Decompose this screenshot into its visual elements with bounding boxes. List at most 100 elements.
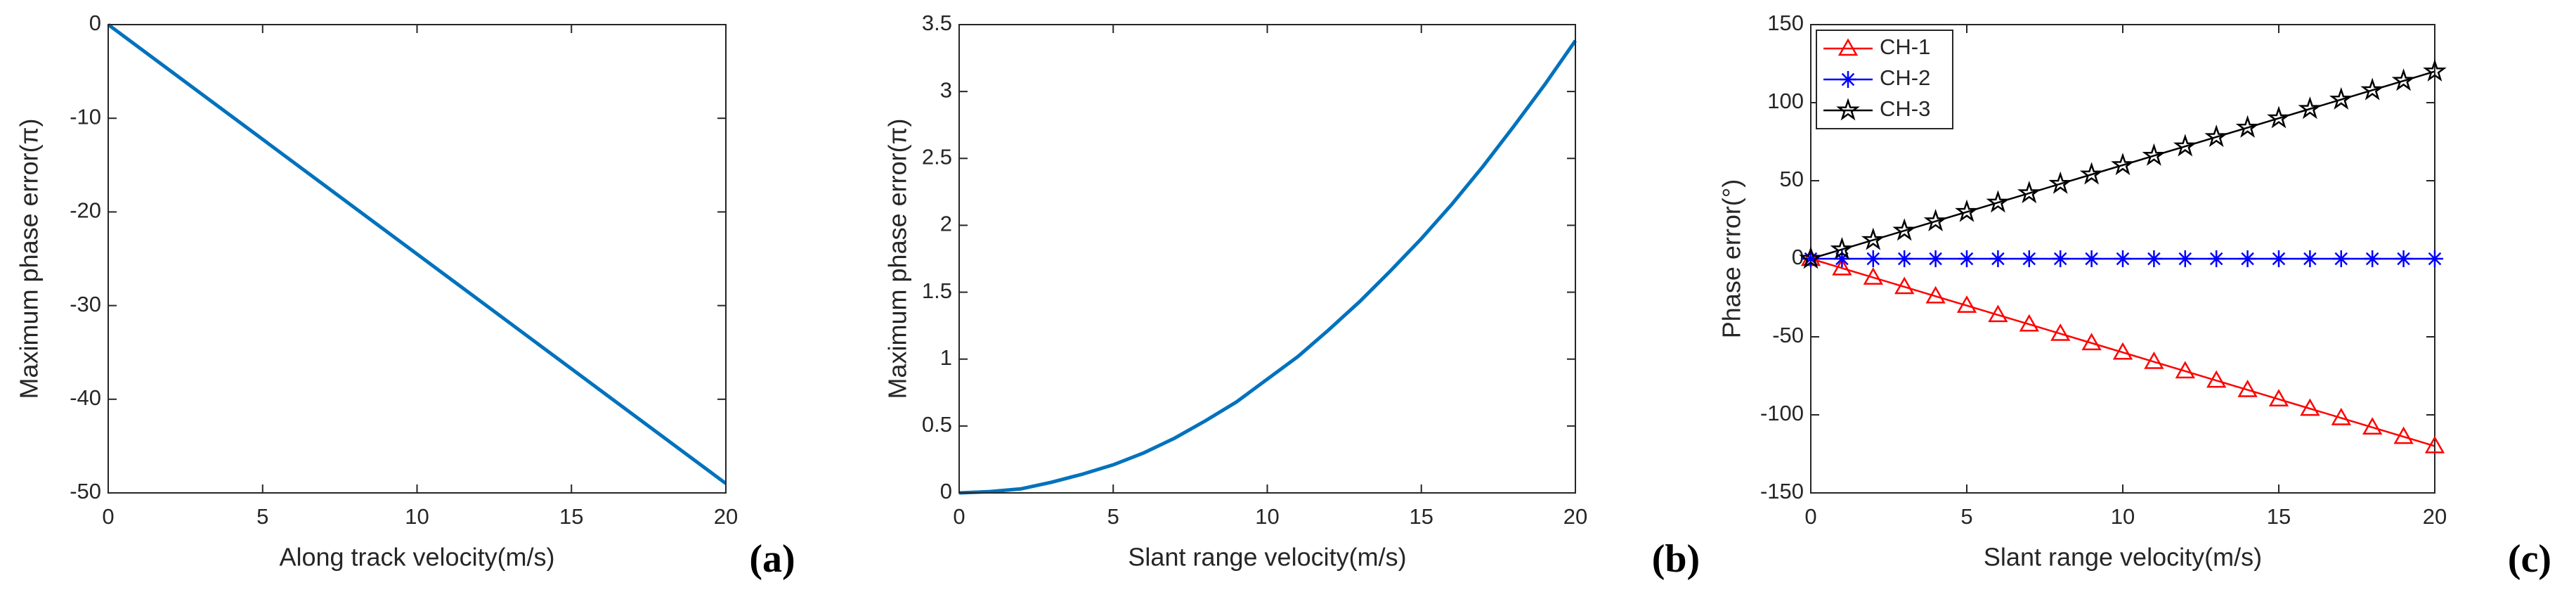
y-tick-label: -100: [1760, 401, 1804, 425]
marker: [1892, 218, 1917, 241]
legend-label: CH-2: [1880, 65, 1930, 90]
marker: [2081, 333, 2102, 351]
marker: [2329, 86, 2353, 110]
marker: [2114, 250, 2131, 267]
plot-area: [959, 25, 1575, 493]
marker: [1958, 250, 1975, 267]
legend: CH-1 CH-2 CH-3: [1816, 30, 1953, 129]
marker: [1833, 250, 1851, 267]
x-tick-label: 5: [1960, 504, 1972, 529]
y-axis-label: Phase error(°): [1717, 179, 1746, 338]
y-tick-label: 0: [940, 479, 952, 503]
marker: [2204, 124, 2229, 148]
marker: [1864, 250, 1882, 267]
marker: [2268, 389, 2289, 407]
x-axis-label: Slant range velocity(m/s): [1128, 543, 1406, 572]
chart-panel: 0 5 10 15 20 -50 -40 -30 -20 -10 0 Along track velo…: [15, 11, 795, 581]
y-tick-label: 0: [1792, 245, 1804, 269]
y-tick-label: 1: [940, 345, 952, 370]
panel-label: (a): [749, 537, 795, 581]
x-tick-label: 20: [1563, 504, 1587, 529]
y-tick-label: 150: [1767, 11, 1804, 35]
y-axis-label: Maximum phase error(π): [883, 119, 912, 399]
y-tick-label: -20: [70, 198, 101, 223]
marker: [2300, 398, 2320, 416]
marker: [2176, 250, 2194, 267]
y-tick-label: -30: [70, 292, 101, 316]
marker: [2050, 323, 2071, 341]
x-tick-label: 15: [2267, 504, 2291, 529]
x-tick-label: 20: [714, 504, 738, 529]
panel-label: (c): [2508, 537, 2551, 581]
plot-frame: [108, 24, 727, 494]
y-axis-label: Maximum phase error(π): [15, 119, 44, 399]
marker: [1836, 98, 1860, 121]
marker: [2301, 250, 2319, 267]
y-tick-label: 2.5: [922, 144, 952, 169]
marker: [2239, 250, 2256, 267]
marker: [2020, 250, 2038, 267]
marker: [1986, 190, 2010, 213]
chart-panel: 0 5 10 15 20 0 0.5 1 1.5 2 2.5 3 3.5 Slant range velo…: [883, 11, 1700, 581]
y-tick-label: 0: [89, 11, 101, 35]
y-tick-label: -150: [1760, 479, 1804, 503]
x-tick-label: 20: [2423, 504, 2447, 529]
y-tick-label: -10: [70, 104, 101, 129]
marker: [1923, 208, 1948, 232]
marker: [1956, 295, 1977, 313]
y-tick-label: 100: [1767, 89, 1804, 113]
marker: [2362, 417, 2383, 435]
x-tick-label: 0: [102, 504, 114, 529]
marker: [2237, 379, 2258, 397]
marker: [2145, 250, 2163, 267]
marker: [2173, 134, 2197, 157]
marker: [1988, 304, 2008, 323]
marker: [1840, 71, 1856, 88]
marker: [1896, 250, 1913, 267]
legend-label: CH-1: [1880, 34, 1930, 59]
x-tick-label: 10: [2111, 504, 2135, 529]
marker: [1894, 276, 1915, 295]
marker: [1832, 257, 1852, 276]
marker: [2360, 77, 2385, 101]
marker: [1955, 199, 1979, 222]
marker: [2270, 250, 2287, 267]
marker: [1802, 250, 1819, 267]
y-tick-label: -50: [1772, 323, 1804, 347]
marker: [2423, 58, 2447, 82]
y-tick-label: 0.5: [922, 412, 952, 437]
marker: [2393, 426, 2414, 444]
marker: [1927, 250, 1944, 267]
marker: [1989, 250, 2007, 267]
marker: [2175, 361, 2195, 379]
x-tick-label: 15: [1410, 504, 1433, 529]
series-line: [1810, 257, 2435, 447]
marker: [2391, 68, 2416, 91]
marker: [2331, 407, 2351, 425]
marker: [2332, 250, 2350, 267]
x-tick-label: 0: [953, 504, 965, 529]
marker: [1925, 285, 1946, 304]
marker: [2111, 153, 2135, 176]
marker: [2426, 250, 2443, 267]
y-tick-label: 2: [940, 212, 952, 236]
marker: [1863, 267, 1883, 285]
x-tick-label: 15: [559, 504, 583, 529]
marker: [1830, 236, 1854, 260]
y-tick-label: 3.5: [922, 11, 952, 35]
x-tick-label: 5: [256, 504, 268, 529]
marker: [2017, 181, 2041, 204]
plot-frame: [958, 24, 1576, 494]
marker: [2142, 143, 2166, 166]
marker: [2112, 342, 2133, 360]
x-axis-label: Along track velocity(m/s): [279, 543, 554, 572]
y-tick-label: -40: [70, 385, 101, 410]
marker: [1837, 38, 1859, 56]
x-tick-label: 5: [1107, 504, 1119, 529]
y-tick-label: 50: [1780, 167, 1804, 191]
panel-label: (b): [1652, 537, 1700, 581]
marker: [2079, 162, 2104, 185]
marker: [2364, 250, 2381, 267]
marker: [2048, 171, 2073, 194]
y-tick-label: 1.5: [922, 278, 952, 303]
